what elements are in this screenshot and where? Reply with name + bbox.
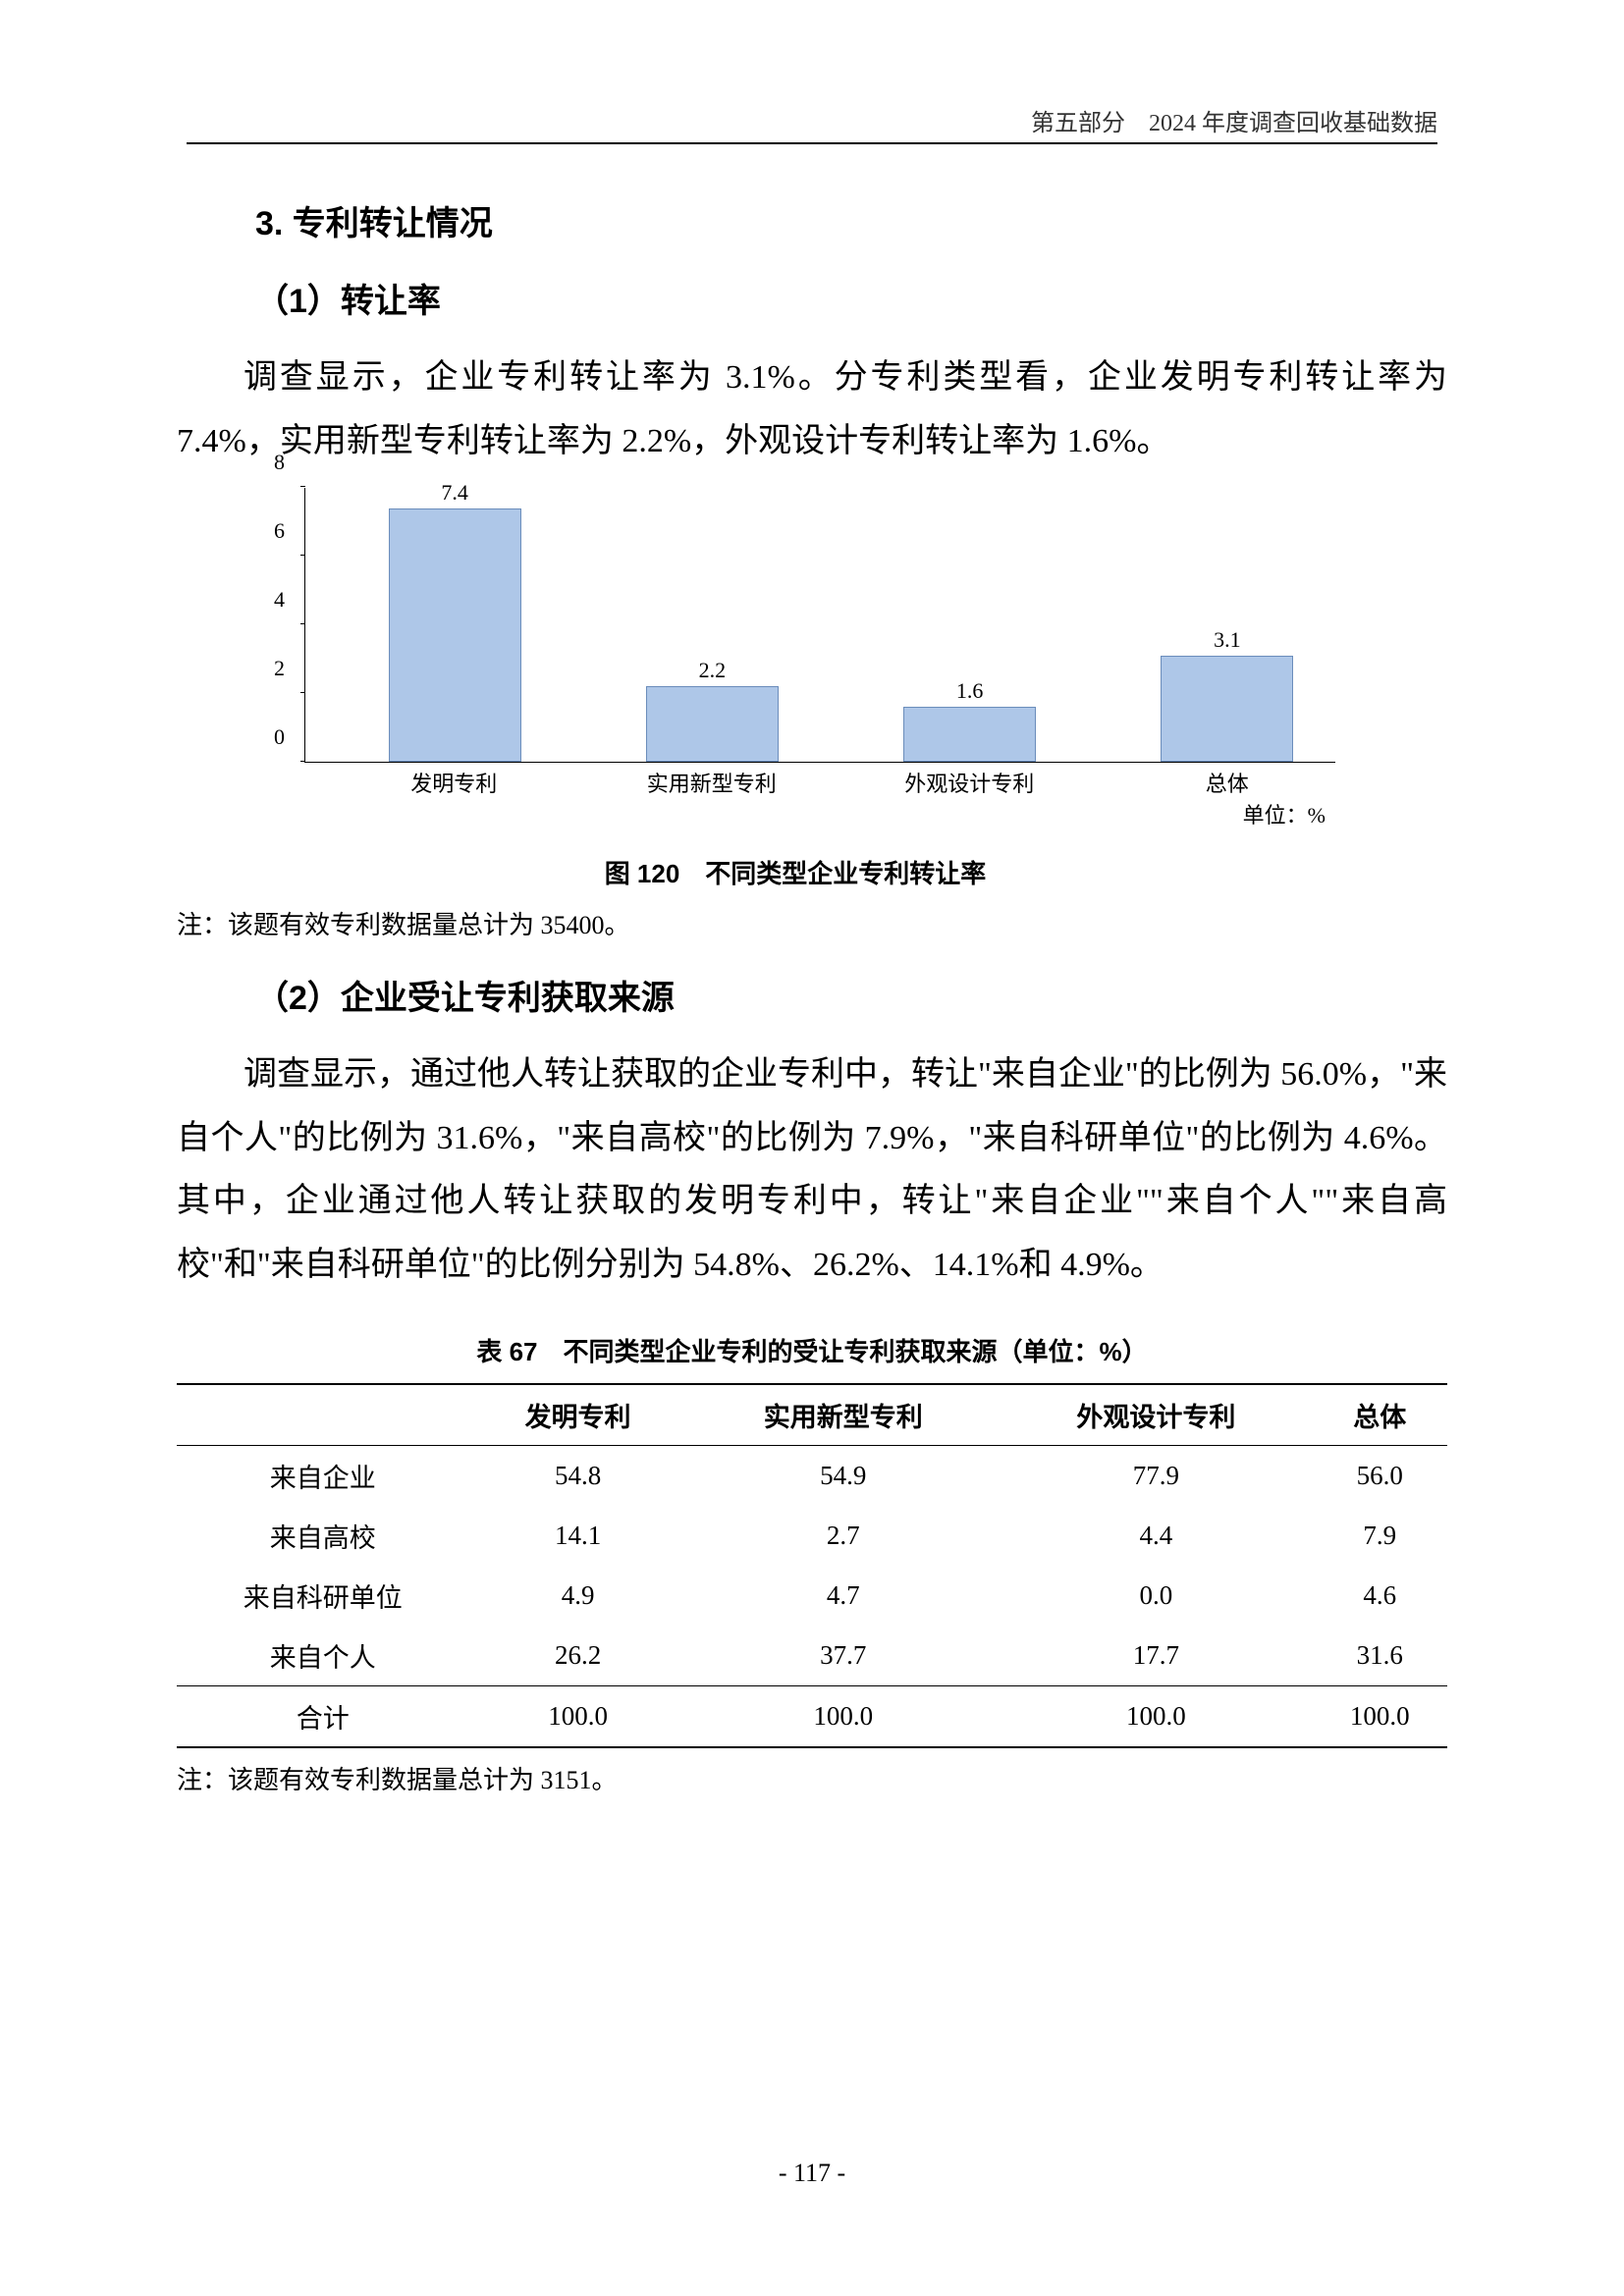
chart-y-tick: 2: [245, 656, 285, 681]
table-header-cell: 总体: [1313, 1384, 1447, 1446]
table-cell: 4.4: [1000, 1506, 1313, 1566]
chart-x-labels: 发明专利实用新型专利外观设计专利总体: [304, 763, 1335, 792]
chart-x-label: 实用新型专利: [593, 767, 831, 798]
table-header-cell: 发明专利: [469, 1384, 687, 1446]
table-row-label: 来自个人: [177, 1626, 469, 1686]
chart-bar-slot: 1.6: [851, 488, 1088, 762]
table-cell: 100.0: [469, 1685, 687, 1747]
table-header-row: 发明专利实用新型专利外观设计专利总体: [177, 1384, 1447, 1446]
table-row: 来自个人26.237.717.731.6: [177, 1626, 1447, 1686]
table-cell: 26.2: [469, 1626, 687, 1686]
table-row-label: 来自高校: [177, 1506, 469, 1566]
chart-bar: 2.2: [646, 686, 779, 762]
chart-y-tick: 0: [245, 724, 285, 750]
chart-bar-value-label: 2.2: [699, 658, 727, 683]
sub-heading-2: （2）企业受让专利获取来源: [255, 971, 1447, 1019]
table-67: 发明专利实用新型专利外观设计专利总体 来自企业54.854.977.956.0来…: [177, 1383, 1447, 1748]
chart-x-label: 外观设计专利: [851, 767, 1089, 798]
table-row: 来自科研单位4.94.70.04.6: [177, 1566, 1447, 1626]
chart-bar-slot: 2.2: [594, 488, 831, 762]
table-cell: 31.6: [1313, 1626, 1447, 1686]
table-row: 来自企业54.854.977.956.0: [177, 1445, 1447, 1506]
chart-x-label: 发明专利: [336, 767, 573, 798]
bar-chart-120: 02468 7.42.21.63.1 发明专利实用新型专利外观设计专利总体 单位…: [245, 488, 1345, 890]
chart-bar-slot: 3.1: [1109, 488, 1345, 762]
chart-caption: 图 120 不同类型企业专利转让率: [245, 854, 1345, 890]
chart-bar-value-label: 1.6: [956, 678, 984, 704]
sub-heading-1: （1）转让率: [255, 274, 1447, 322]
table-caption: 表 67 不同类型企业专利的受让专利获取来源（单位：%）: [177, 1332, 1447, 1368]
table-cell: 100.0: [687, 1685, 1001, 1747]
chart-unit-label: 单位：%: [245, 798, 1326, 829]
table-cell: 4.9: [469, 1566, 687, 1626]
chart-bar: 1.6: [903, 707, 1036, 762]
table-cell: 56.0: [1313, 1445, 1447, 1506]
table-row-label: 合计: [177, 1685, 469, 1747]
table-header-cell: [177, 1384, 469, 1446]
table-row: 来自高校14.12.74.47.9: [177, 1506, 1447, 1566]
chart-plot-area: 02468 7.42.21.63.1 发明专利实用新型专利外观设计专利总体: [245, 488, 1345, 792]
paragraph-2: 调查显示，通过他人转让获取的企业专利中，转让"来自企业"的比例为 56.0%，"…: [177, 1043, 1447, 1297]
table-cell: 14.1: [469, 1506, 687, 1566]
chart-bar-value-label: 3.1: [1214, 627, 1241, 653]
chart-bar-value-label: 7.4: [441, 480, 468, 506]
chart-note: 注：该题有效专利数据量总计为 35400。: [177, 905, 1447, 941]
chart-y-tick: 6: [245, 518, 285, 544]
table-cell: 4.6: [1313, 1566, 1447, 1626]
table-cell: 54.9: [687, 1445, 1001, 1506]
table-header-cell: 外观设计专利: [1000, 1384, 1313, 1446]
table-body: 来自企业54.854.977.956.0来自高校14.12.74.47.9来自科…: [177, 1445, 1447, 1747]
chart-bar-slot: 7.4: [336, 488, 572, 762]
chart-bar: 3.1: [1161, 656, 1293, 762]
table-cell: 100.0: [1000, 1685, 1313, 1747]
table-cell: 37.7: [687, 1626, 1001, 1686]
table-cell: 17.7: [1000, 1626, 1313, 1686]
table-note: 注：该题有效专利数据量总计为 3151。: [177, 1760, 1447, 1796]
chart-y-tick: 8: [245, 450, 285, 475]
header-right-text: 第五部分 2024 年度调查回收基础数据: [1031, 103, 1437, 137]
table-header-cell: 实用新型专利: [687, 1384, 1001, 1446]
table-cell: 77.9: [1000, 1445, 1313, 1506]
chart-bar: 7.4: [389, 508, 521, 762]
table-row-label: 来自企业: [177, 1445, 469, 1506]
chart-plot: 7.4 2.2 1.6 3.1: [304, 488, 1335, 763]
table-row-label: 来自科研单位: [177, 1566, 469, 1626]
table-cell: 54.8: [469, 1445, 687, 1506]
table-sum-row: 合计100.0100.0100.0100.0: [177, 1685, 1447, 1747]
header-rule: [187, 142, 1437, 144]
table-cell: 7.9: [1313, 1506, 1447, 1566]
paragraph-1: 调查显示，企业专利转让率为 3.1%。分专利类型看，企业发明专利转让率为 7.4…: [177, 347, 1447, 473]
table-cell: 4.7: [687, 1566, 1001, 1626]
table-cell: 100.0: [1313, 1685, 1447, 1747]
page-content: 3. 专利转让情况 （1）转让率 调查显示，企业专利转让率为 3.1%。分专利类…: [177, 196, 1447, 1796]
chart-x-label: 总体: [1109, 767, 1346, 798]
table-cell: 2.7: [687, 1506, 1001, 1566]
page-number: - 117 -: [0, 2159, 1624, 2188]
chart-y-axis: 02468: [245, 488, 295, 763]
chart-y-tick: 4: [245, 587, 285, 613]
table-cell: 0.0: [1000, 1566, 1313, 1626]
section-heading-3: 3. 专利转让情况: [255, 196, 1447, 244]
